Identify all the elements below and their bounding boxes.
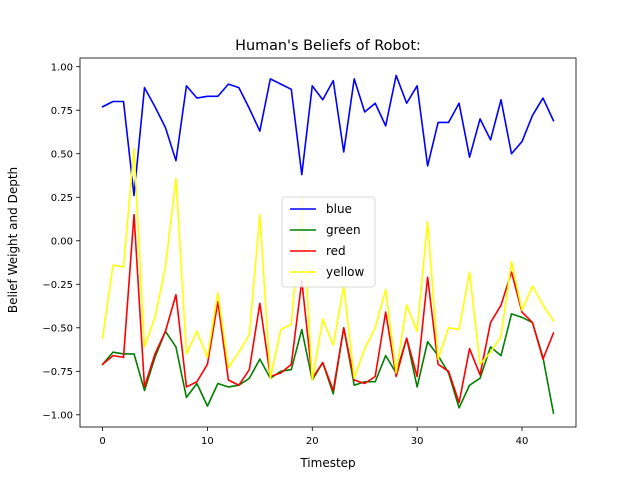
y-axis-label: Belief Weight and Depth [6,167,20,313]
legend-label-red: red [326,244,346,258]
y-tick-label: 0.75 [51,106,73,117]
x-tick-label: 10 [201,436,214,447]
series-line-blue [101,74,555,197]
y-tick-label: −0.50 [42,323,73,334]
series-line-yellow [101,147,555,381]
legend: blue green red yellow [281,196,376,288]
legend-label-blue: blue [326,202,352,216]
x-tick-label: 0 [99,436,105,447]
legend-label-yellow: yellow [326,265,364,279]
legend-box [281,196,376,288]
x-axis-label: Timestep [299,456,355,470]
series-line-red [101,213,555,404]
x-tick-label: 40 [516,436,529,447]
x-tick-label: 20 [306,436,319,447]
y-tick-label: 0.25 [51,193,73,204]
legend-label-green: green [326,223,361,237]
y-tick-label: −1.00 [42,410,73,421]
y-tick-label: −0.75 [42,367,73,378]
y-tick-label: 0.50 [51,149,73,160]
axes-layer: 0 10 20 30 40 −1.00 −0.75 −0.50 −0.25 0.00 0.25 0.5… [42,57,577,447]
y-tick-label: 0.00 [51,236,73,247]
chart-title: Human's Beliefs of Robot: [235,38,421,54]
y-tick-label: 1.00 [51,62,73,73]
y-tick-label: −0.25 [42,280,73,291]
series-layer [101,74,555,415]
plot-frame [79,57,577,428]
x-tick-label: 30 [411,436,424,447]
